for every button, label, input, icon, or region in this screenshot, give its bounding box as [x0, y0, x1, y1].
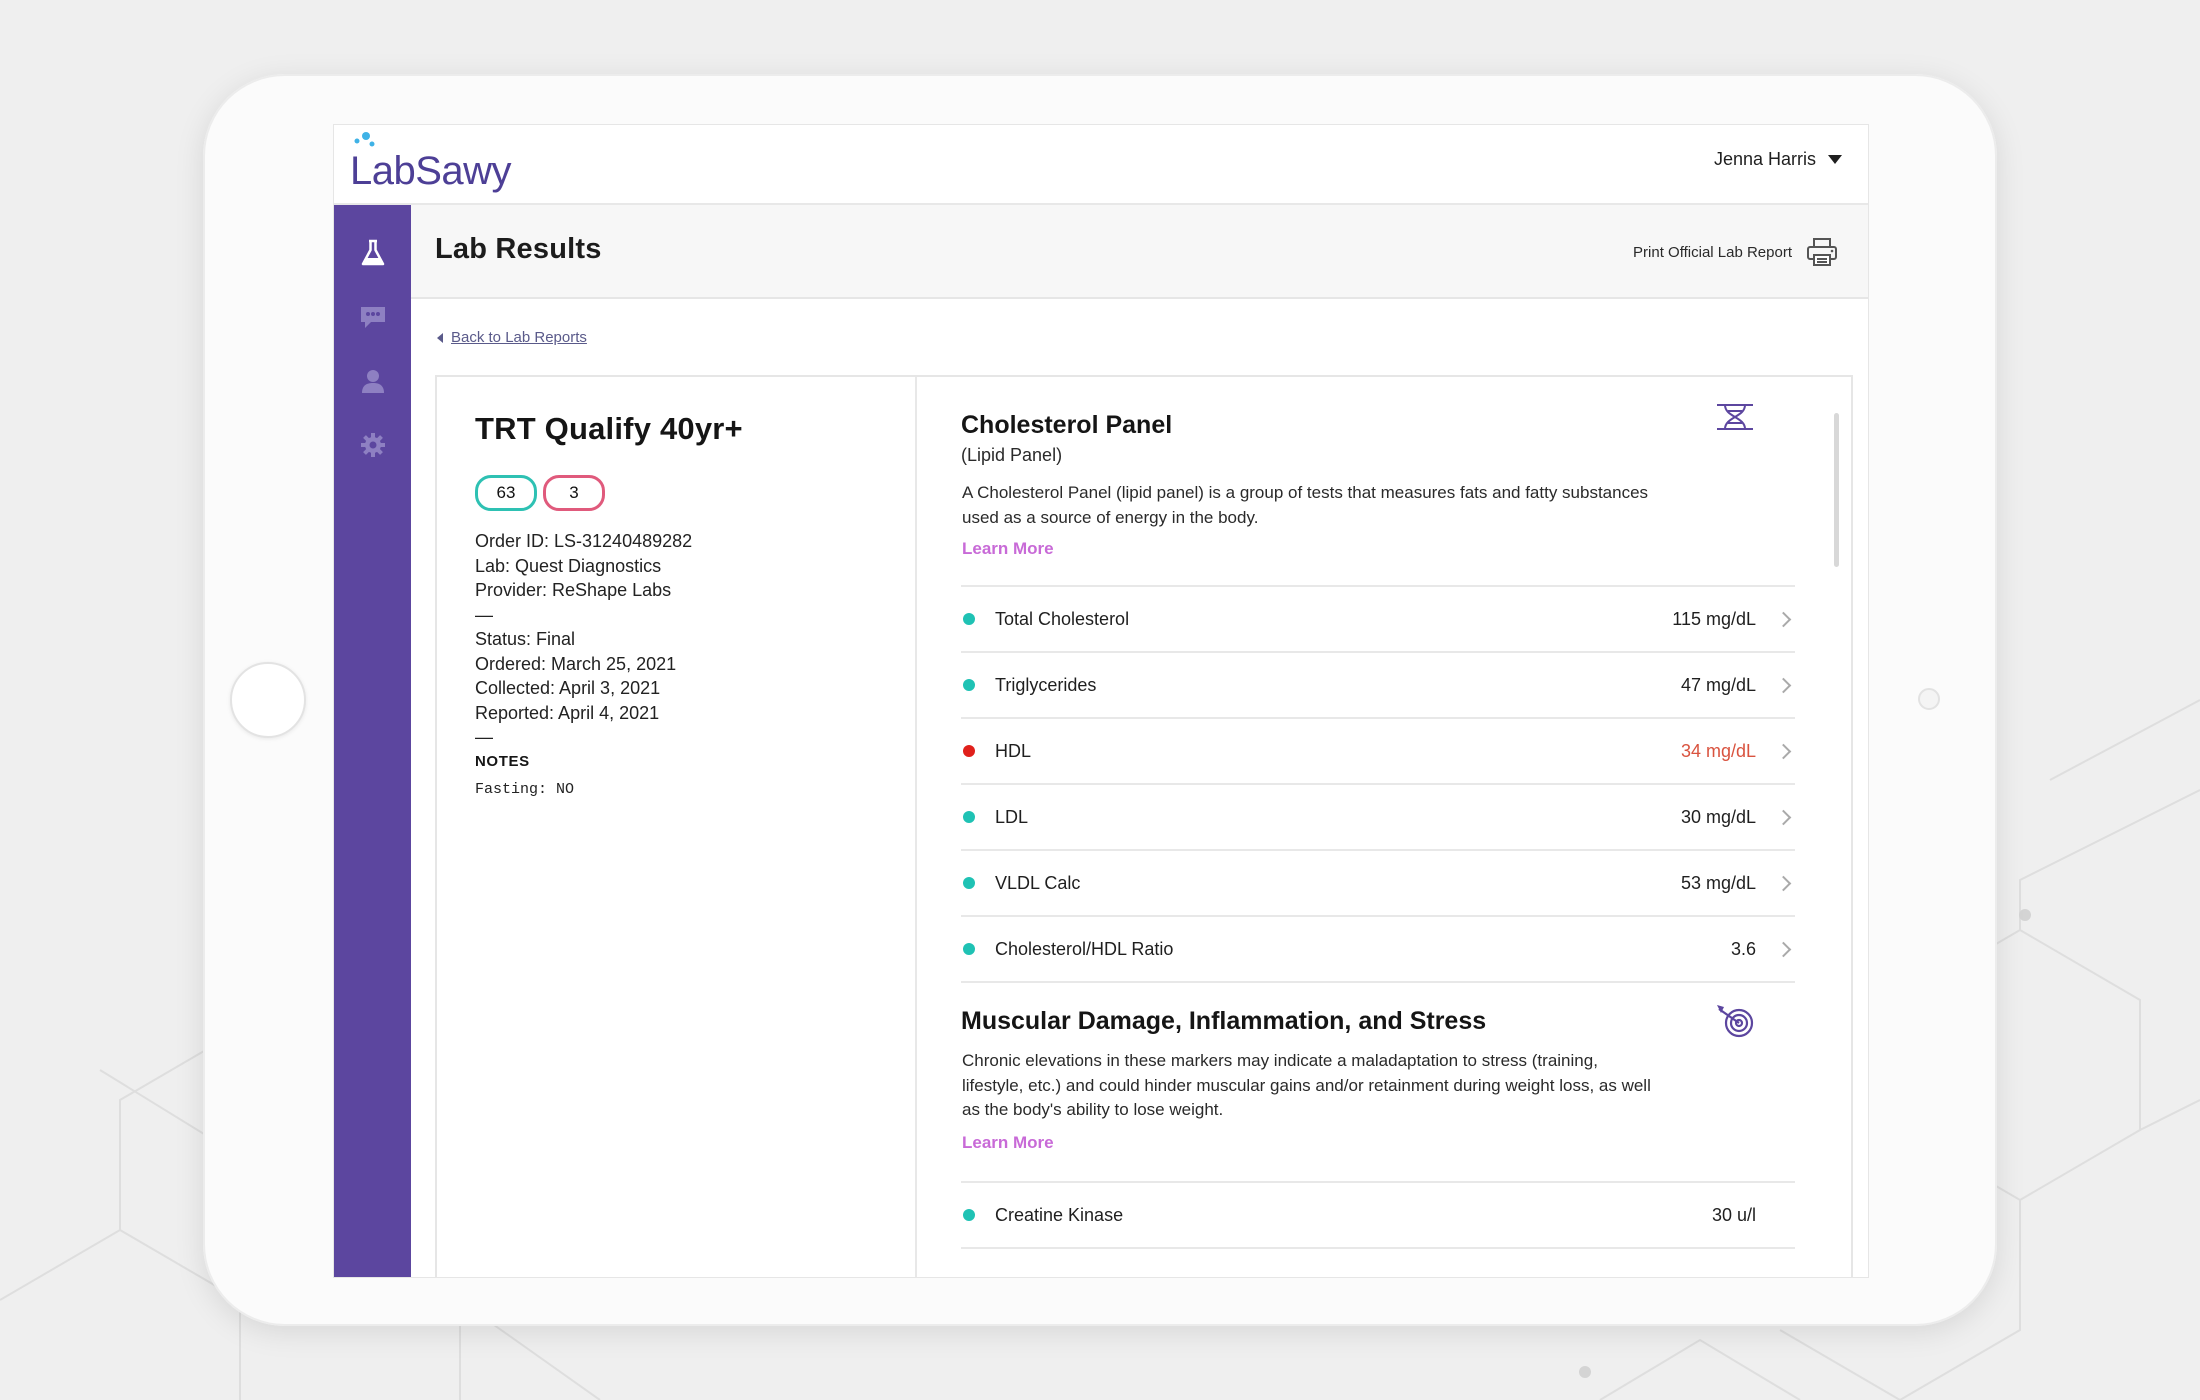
notes-value: Fasting: NO: [475, 781, 575, 798]
camera: [1918, 688, 1940, 710]
flask-icon: [361, 239, 384, 266]
result-name: Creatine Kinase: [995, 1204, 1124, 1225]
results-list: Total Cholesterol 115 mg/dL Triglyceride…: [961, 585, 1795, 983]
result-name: HDL: [995, 740, 1032, 761]
result-name: LDL: [995, 806, 1029, 827]
flagged-count-badge[interactable]: 3: [543, 475, 605, 511]
report-summary: TRT Qualify 40yr+ 63 3 Order ID: LS-3124…: [437, 377, 917, 1277]
result-value: 30 u/l: [1711, 1204, 1756, 1225]
chevron-right-icon: [1775, 875, 1792, 891]
chevron-right-icon: [1775, 743, 1792, 759]
result-name: Triglycerides: [995, 674, 1097, 695]
result-row-vldl-calc[interactable]: VLDL Calc 53 mg/dL: [961, 849, 1795, 915]
result-name: VLDL Calc: [995, 872, 1081, 893]
page-header: Lab Results Print Official Lab Report: [411, 205, 1868, 299]
logo-text: LabSawy: [350, 149, 512, 193]
back-link-label: Back to Lab Reports: [451, 329, 587, 346]
section-title: Cholesterol Panel: [961, 411, 1173, 439]
result-row-ldl[interactable]: LDL 30 mg/dL: [961, 783, 1795, 849]
scrollbar[interactable]: [1834, 413, 1839, 567]
report-meta: Order ID: LS-31240489282 Lab: Quest Diag…: [475, 529, 692, 750]
status-dot: [963, 877, 975, 889]
lab-name: Lab: Quest Diagnostics: [475, 555, 662, 576]
results-panel: Cholesterol Panel (Lipid Panel) A Choles…: [917, 377, 1851, 1277]
result-value-flagged: 34 mg/dL: [1680, 740, 1756, 761]
user-name: Jenna Harris: [1713, 149, 1816, 169]
dna-icon: [1717, 404, 1753, 430]
section-title: Muscular Damage, Inflammation, and Stres…: [961, 1007, 1487, 1035]
learn-more-link[interactable]: Learn More: [962, 539, 1054, 558]
result-value: 53 mg/dL: [1680, 872, 1756, 893]
report-title: TRT Qualify 40yr+: [475, 411, 743, 446]
sidebar-item-lab-results[interactable]: [334, 223, 411, 283]
sidebar-item-messages[interactable]: [334, 287, 411, 347]
sidebar-item-settings[interactable]: [334, 415, 411, 475]
chevron-right-icon: [1775, 677, 1792, 693]
results-list: Creatine Kinase 30 u/l: [961, 1181, 1795, 1249]
result-row-creatine-kinase[interactable]: Creatine Kinase 30 u/l: [961, 1181, 1795, 1249]
top-bar: LabSawy Jenna Harris: [334, 125, 1868, 205]
status: Status: Final: [475, 629, 576, 649]
chevron-right-icon: [1775, 611, 1792, 627]
back-to-lab-reports-link[interactable]: Back to Lab Reports: [437, 329, 587, 346]
status-dot: [963, 679, 975, 691]
section-subtitle: (Lipid Panel): [961, 445, 1063, 465]
order-id: Order ID: LS-31240489282: [475, 531, 693, 551]
status-dot: [963, 811, 975, 823]
section-description: Chronic elevations in these markers may …: [962, 1051, 1651, 1119]
print-label: Print Official Lab Report: [1633, 243, 1792, 261]
status-dot: [963, 613, 975, 625]
print-report-button[interactable]: Print Official Lab Report: [1633, 237, 1838, 267]
chevron-right-icon: [1775, 809, 1792, 825]
main-content: Back to Lab Reports TRT Qualify 40yr+ 63…: [411, 299, 1868, 1277]
result-row-cholesterol-hdl-ratio[interactable]: Cholesterol/HDL Ratio 3.6: [961, 915, 1795, 983]
gear-icon: [360, 433, 385, 457]
status-dot: [963, 943, 975, 955]
collected-date: Collected: April 3, 2021: [475, 678, 661, 698]
notes-label: NOTES: [475, 753, 530, 770]
sidebar-item-profile[interactable]: [334, 351, 411, 411]
result-name: Cholesterol/HDL Ratio: [995, 938, 1174, 959]
result-value: 115 mg/dL: [1672, 608, 1756, 629]
tablet-frame: LabSawy Jenna Harris: [203, 74, 1997, 1326]
status-dot-flagged: [963, 745, 975, 757]
section-description: A Cholesterol Panel (lipid panel) is a g…: [962, 483, 1649, 527]
status-dot: [963, 1209, 975, 1221]
home-button[interactable]: [230, 662, 306, 738]
normal-count-badge[interactable]: 63: [475, 475, 537, 511]
chat-icon: [360, 307, 385, 328]
printer-icon: [1807, 238, 1837, 266]
chevron-right-icon: [1775, 941, 1792, 957]
logo-bubbles-icon: [354, 132, 375, 147]
logo[interactable]: LabSawy: [348, 131, 512, 201]
result-name: Total Cholesterol: [995, 608, 1130, 629]
user-icon: [361, 370, 384, 393]
meta-divider: —: [475, 727, 493, 747]
reported-date: Reported: April 4, 2021: [475, 702, 660, 723]
caret-down-icon: [1828, 155, 1842, 164]
provider-name: Provider: ReShape Labs: [475, 580, 672, 600]
result-row-triglycerides[interactable]: Triglycerides 47 mg/dL: [961, 651, 1795, 717]
target-icon: [1717, 1005, 1754, 1038]
caret-left-icon: [437, 332, 443, 343]
result-value: 3.6: [1730, 938, 1756, 959]
learn-more-link[interactable]: Learn More: [962, 1133, 1054, 1152]
user-menu[interactable]: Jenna Harris: [1714, 149, 1842, 170]
result-row-total-cholesterol[interactable]: Total Cholesterol 115 mg/dL: [961, 585, 1795, 651]
result-value: 30 mg/dL: [1680, 806, 1756, 827]
sidebar: [334, 205, 411, 1277]
result-value: 47 mg/dL: [1680, 674, 1756, 695]
ordered-date: Ordered: March 25, 2021: [475, 653, 677, 674]
page-title: Lab Results: [435, 233, 602, 265]
report-card: TRT Qualify 40yr+ 63 3 Order ID: LS-3124…: [435, 375, 1853, 1277]
result-row-hdl[interactable]: HDL 34 mg/dL: [961, 717, 1795, 783]
app-screen: LabSawy Jenna Harris: [333, 124, 1869, 1278]
meta-divider: —: [475, 604, 493, 625]
